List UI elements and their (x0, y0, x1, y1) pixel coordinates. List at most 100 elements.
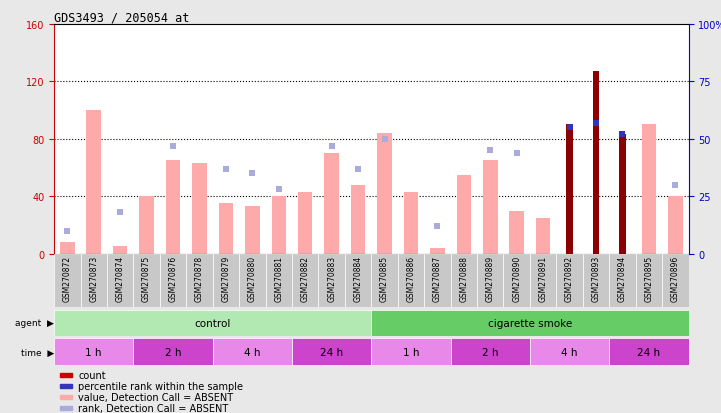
Text: GSM270893: GSM270893 (591, 256, 601, 302)
Bar (292, 254, 319, 308)
Text: 24 h: 24 h (637, 347, 660, 357)
Bar (619, 135, 626, 254)
Bar (213, 254, 239, 308)
Text: agent  ▶: agent ▶ (15, 319, 54, 328)
Bar (371, 310, 689, 337)
Bar (662, 254, 689, 308)
Text: GSM270874: GSM270874 (115, 256, 125, 302)
Bar (54, 339, 133, 366)
Text: GSM270887: GSM270887 (433, 256, 442, 301)
Text: 1 h: 1 h (86, 347, 102, 357)
Bar (371, 339, 451, 366)
Bar (451, 339, 530, 366)
Text: GSM270882: GSM270882 (301, 256, 310, 301)
Bar (503, 254, 530, 308)
Bar (530, 339, 609, 366)
Bar (113, 247, 128, 254)
Bar (477, 254, 503, 308)
Text: percentile rank within the sample: percentile rank within the sample (78, 381, 243, 391)
Bar (398, 254, 424, 308)
Text: 1 h: 1 h (403, 347, 419, 357)
Text: GSM270876: GSM270876 (169, 256, 177, 302)
Bar (160, 254, 186, 308)
Bar (593, 72, 599, 254)
Bar (139, 197, 154, 254)
Bar (87, 111, 101, 254)
Text: GSM270881: GSM270881 (274, 256, 283, 301)
Text: 4 h: 4 h (562, 347, 578, 357)
Text: GSM270895: GSM270895 (645, 256, 653, 302)
Bar (319, 254, 345, 308)
Bar (430, 248, 445, 254)
Bar (583, 254, 609, 308)
Text: GSM270892: GSM270892 (565, 256, 574, 301)
Bar (292, 339, 371, 366)
Text: GSM270875: GSM270875 (142, 256, 151, 302)
Text: 2 h: 2 h (165, 347, 181, 357)
Bar (566, 125, 573, 254)
Text: value, Detection Call = ABSENT: value, Detection Call = ABSENT (78, 392, 234, 402)
Bar (642, 125, 656, 254)
Text: GSM270880: GSM270880 (248, 256, 257, 301)
Bar (424, 254, 451, 308)
Text: time  ▶: time ▶ (21, 348, 54, 356)
Text: GSM270894: GSM270894 (618, 256, 627, 302)
Bar (530, 254, 557, 308)
Text: GSM270885: GSM270885 (380, 256, 389, 301)
Bar (609, 339, 689, 366)
Text: GSM270884: GSM270884 (353, 256, 363, 301)
Bar (107, 254, 133, 308)
Bar (536, 218, 550, 254)
Bar (239, 254, 265, 308)
Text: count: count (78, 370, 106, 380)
Bar (61, 384, 72, 389)
Text: GSM270889: GSM270889 (486, 256, 495, 301)
Bar (81, 254, 107, 308)
Bar (60, 242, 74, 254)
Text: rank, Detection Call = ABSENT: rank, Detection Call = ABSENT (78, 403, 229, 413)
Bar (456, 175, 471, 254)
Bar (61, 373, 72, 377)
Bar (272, 197, 286, 254)
Text: 4 h: 4 h (244, 347, 260, 357)
Bar (218, 204, 233, 254)
Bar (324, 154, 339, 254)
Bar (483, 161, 497, 254)
Bar (54, 254, 81, 308)
Bar (265, 254, 292, 308)
Bar (345, 254, 371, 308)
Bar (213, 339, 292, 366)
Bar (133, 339, 213, 366)
Bar (609, 254, 636, 308)
Text: GSM270883: GSM270883 (327, 256, 336, 301)
Bar (54, 310, 371, 337)
Bar (61, 395, 72, 399)
Bar (371, 254, 398, 308)
Bar (298, 192, 312, 254)
Bar (377, 134, 392, 254)
Bar (245, 207, 260, 254)
Text: GDS3493 / 205054_at: GDS3493 / 205054_at (54, 11, 190, 24)
Bar (404, 192, 418, 254)
Text: cigarette smoke: cigarette smoke (488, 318, 572, 328)
Bar (166, 161, 180, 254)
Bar (557, 254, 583, 308)
Bar (510, 211, 524, 254)
Text: GSM270872: GSM270872 (63, 256, 72, 301)
Text: GSM270886: GSM270886 (407, 256, 415, 301)
Bar (351, 185, 366, 254)
Text: control: control (195, 318, 231, 328)
Bar (451, 254, 477, 308)
Text: GSM270890: GSM270890 (512, 256, 521, 302)
Bar (133, 254, 160, 308)
Text: 24 h: 24 h (320, 347, 343, 357)
Bar (61, 406, 72, 410)
Bar (193, 164, 207, 254)
Text: GSM270896: GSM270896 (671, 256, 680, 302)
Text: 2 h: 2 h (482, 347, 498, 357)
Text: GSM270879: GSM270879 (221, 256, 231, 302)
Bar (668, 197, 683, 254)
Bar (636, 254, 662, 308)
Text: GSM270878: GSM270878 (195, 256, 204, 301)
Bar (186, 254, 213, 308)
